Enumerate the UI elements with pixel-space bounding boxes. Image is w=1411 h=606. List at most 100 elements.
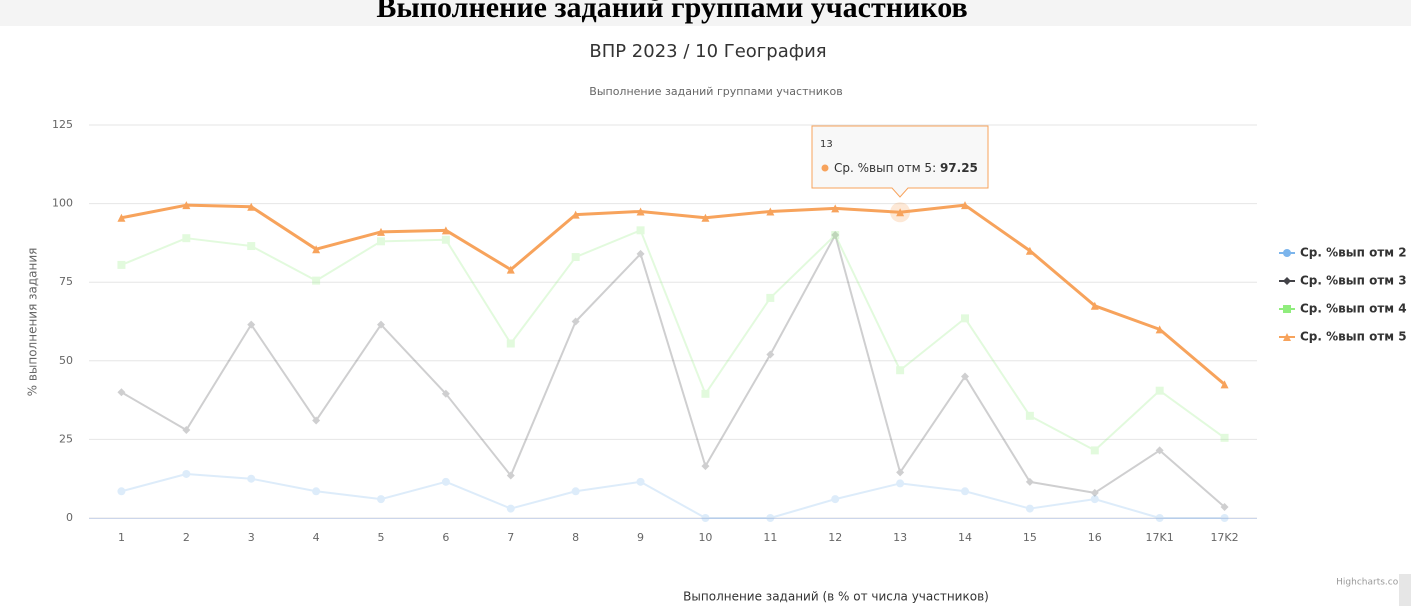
x-tick-label: 3 [248,531,255,544]
point-marker [441,477,450,486]
point-marker [1220,433,1229,442]
point-marker [896,208,905,217]
point-marker [117,388,126,397]
credits[interactable]: Highcharts.com [1336,578,1407,588]
series-line [121,203,1226,386]
legend-symbol [1283,305,1291,313]
point-marker [766,514,775,522]
point-marker [1155,514,1164,522]
point-marker [377,237,385,246]
point-marker [377,320,385,329]
page-title: Выполнение заданий группами участников [376,0,967,24]
series [117,226,1229,455]
scrollbar[interactable] [1399,574,1411,606]
point-marker [571,317,580,326]
point-marker [1025,246,1034,255]
point-marker [831,231,840,240]
x-tick-label: 9 [637,531,644,544]
point-marker [1155,325,1164,334]
hover-halo [890,202,911,223]
point-marker [1155,386,1164,395]
point-marker [896,468,905,477]
legend: Ср. %вып отм 2 Ср. %вып отм 3 Ср. %вып отм… [1279,246,1407,344]
x-tick-label: 2 [183,531,190,544]
point-marker [312,487,321,496]
point-marker [766,350,775,359]
point-marker [506,339,515,348]
point-marker [831,204,840,213]
legend-label: Ср. %вып отм 5 [1300,330,1407,344]
point-marker [571,253,580,262]
point-marker [441,235,450,244]
x-tick-label: 11 [763,531,777,544]
series [117,469,1229,522]
point-marker [636,249,645,258]
point-marker [247,202,256,211]
chart-subtitle: Выполнение заданий группами участников [589,85,842,98]
x-axis-title: Выполнение заданий (в % от числа участни… [683,590,989,604]
page-header-band [0,0,1411,26]
point-marker [701,462,710,471]
point-marker [1220,514,1229,522]
point-marker [506,471,515,480]
y-tick-label: 100 [52,197,73,210]
series [117,231,1229,511]
point-marker [506,265,515,274]
x-tick-label: 17K2 [1210,531,1238,544]
point-marker [117,213,126,222]
x-tick-label: 8 [572,531,579,544]
y-tick-label: 0 [66,511,73,524]
x-tick-label: 4 [313,531,320,544]
x-tick-label: 6 [442,531,449,544]
y-tick-label: 50 [59,354,73,367]
point-marker [247,320,256,329]
legend-item[interactable]: Ср. %вып отм 3 [1279,274,1407,288]
legend-item[interactable]: Ср. %вып отм 4 [1279,302,1407,316]
series [117,201,1229,389]
point-marker [636,226,645,235]
point-marker [1090,301,1099,310]
point-marker [831,495,840,504]
legend-symbol [1283,333,1291,341]
point-marker [896,479,905,488]
point-marker [766,207,775,216]
point-marker [701,389,710,398]
point-marker [766,293,775,302]
tooltip-sep: : [932,161,940,175]
legend-label: Ср. %вып отм 4 [1300,302,1407,316]
point-marker [182,201,191,210]
legend-item[interactable]: Ср. %вып отм 2 [1279,246,1407,260]
point-marker [961,372,969,381]
point-marker [441,226,450,235]
tooltip-value: 97.25 [940,161,978,175]
series-line [121,472,1225,519]
point-marker [1025,504,1034,513]
point-marker [961,314,969,323]
tooltip-series: Ср. %вып отм 5 [834,161,932,175]
point-marker [961,487,969,496]
point-marker [247,242,256,251]
point-marker [896,366,905,375]
x-tick-label: 13 [893,531,907,544]
point-marker [377,495,385,504]
point-marker [1090,488,1099,497]
point-marker [117,260,126,269]
tooltip-line: Ср. %вып отм 5: 97.25 [834,161,978,175]
point-marker [117,487,126,496]
point-marker [312,416,321,425]
point-marker [1025,411,1034,420]
y-tick-label: 75 [59,275,73,288]
point-marker [701,213,710,222]
legend-label: Ср. %вып отм 3 [1300,274,1407,288]
legend-item[interactable]: Ср. %вып отм 5 [1279,330,1407,344]
legend-symbol [1283,249,1291,257]
point-marker [312,276,321,285]
point-marker [1090,446,1099,455]
point-marker [571,487,580,496]
tooltip-box [811,125,989,198]
point-marker [831,231,840,240]
point-marker [636,477,645,486]
